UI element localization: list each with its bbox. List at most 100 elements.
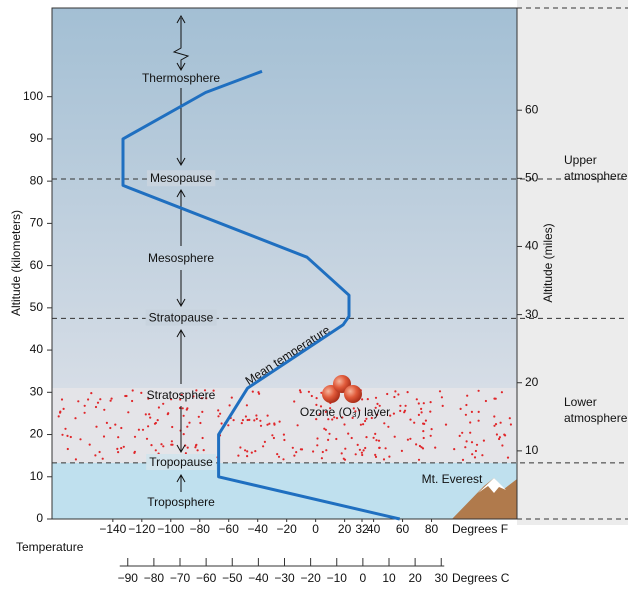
ozone-dot xyxy=(344,448,346,450)
ozone-dot xyxy=(182,407,184,409)
ozone-dot xyxy=(503,434,505,436)
ozone-label: Ozone (O₃) layer xyxy=(300,405,390,419)
ozone-dot xyxy=(478,411,480,413)
ozone-dot xyxy=(460,408,462,410)
layer-label: Troposphere xyxy=(147,495,215,509)
ozone-dot xyxy=(439,390,441,392)
ozone-band xyxy=(52,388,517,463)
ozone-dot xyxy=(399,405,401,407)
ozone-dot xyxy=(393,413,395,415)
x-tick-label: 0 xyxy=(312,522,319,536)
ozone-dot xyxy=(367,398,369,400)
ozone-dot xyxy=(476,444,478,446)
ozone-dot xyxy=(140,392,142,394)
ozone-dot xyxy=(475,450,477,452)
ozone-dot xyxy=(407,439,409,441)
ozone-dot xyxy=(383,422,385,424)
ozone-dot xyxy=(242,419,244,421)
ozone-dot xyxy=(99,398,101,400)
ozone-dot xyxy=(246,455,248,457)
ozone-dot xyxy=(75,458,77,460)
ozone-dot xyxy=(58,415,60,417)
ozone-dot xyxy=(94,454,96,456)
ozone-dot xyxy=(188,422,190,424)
x2-tick-label: −40 xyxy=(248,571,269,585)
ozone-dot xyxy=(132,389,134,391)
ozone-dot xyxy=(221,422,223,424)
ozone-dot xyxy=(117,436,119,438)
ozone-dot xyxy=(415,443,417,445)
x2-unit-label: Degrees C xyxy=(452,571,510,585)
ozone-dot xyxy=(133,452,135,454)
ozone-dot xyxy=(217,409,219,411)
x2-tick-label: 20 xyxy=(408,571,422,585)
x2-tick-label: −50 xyxy=(222,571,243,585)
ozone-dot xyxy=(142,429,144,431)
y-tick-label: 20 xyxy=(30,427,44,441)
ozone-dot xyxy=(461,432,463,434)
ozone-dot xyxy=(254,450,256,452)
region-label: Lower atmosphere xyxy=(564,394,628,426)
ozone-dot xyxy=(187,447,189,449)
ozone-dot xyxy=(109,427,111,429)
ozone-dot xyxy=(355,453,357,455)
ozone-dot xyxy=(150,444,152,446)
ozone-dot xyxy=(465,404,467,406)
reference-label: Tropopause xyxy=(149,455,213,469)
ozone-dot xyxy=(322,451,324,453)
ozone-dot xyxy=(162,445,164,447)
ozone-dot xyxy=(388,456,390,458)
ozone-dot xyxy=(95,426,97,428)
ozone-dot xyxy=(363,449,365,451)
ozone-dot xyxy=(103,435,105,437)
ozone-dot xyxy=(79,438,81,440)
ozone-dot xyxy=(418,459,420,461)
ozone-dot xyxy=(97,402,99,404)
ozone-dot xyxy=(70,436,72,438)
ozone-dot xyxy=(259,420,261,422)
ozone-dot xyxy=(297,424,299,426)
ozone-dot xyxy=(343,423,345,425)
ozone-dot xyxy=(466,440,468,442)
ozone-dot xyxy=(116,448,118,450)
ozone-dot xyxy=(267,415,269,417)
ozone-dot xyxy=(127,411,129,413)
ozone-dot xyxy=(241,422,243,424)
ozone-dot xyxy=(233,419,235,421)
ozone-dot xyxy=(167,413,169,415)
layer-label: Thermosphere xyxy=(142,71,220,85)
x2-tick-label: 30 xyxy=(435,571,449,585)
x-tick-label: 40 xyxy=(367,522,381,536)
y2-tick-label: 60 xyxy=(525,102,539,116)
ozone-dot xyxy=(445,424,447,426)
x-tick-label: 80 xyxy=(425,522,439,536)
ozone-dot xyxy=(84,405,86,407)
ozone-dot xyxy=(441,396,443,398)
ozone-dot xyxy=(155,449,157,451)
ozone-dot xyxy=(271,434,273,436)
ozone-dot xyxy=(311,395,313,397)
ozone-dot xyxy=(394,390,396,392)
ozone-dot xyxy=(434,447,436,449)
ozone-dot xyxy=(316,397,318,399)
ozone-dot xyxy=(276,453,278,455)
ozone-dot xyxy=(347,433,349,435)
ozone-dot xyxy=(343,458,345,460)
ozone-dot xyxy=(316,444,318,446)
ozone-dot xyxy=(87,398,89,400)
ozone-dot xyxy=(464,446,466,448)
y-tick-label: 0 xyxy=(36,511,43,525)
y2-tick-label: 20 xyxy=(525,375,539,389)
ozone-dot xyxy=(485,400,487,402)
x-tick-label: 20 xyxy=(338,522,352,536)
ozone-dot xyxy=(416,398,418,400)
ozone-dot xyxy=(465,414,467,416)
ozone-dot xyxy=(171,444,173,446)
ozone-dot xyxy=(131,400,133,402)
ozone-dot xyxy=(462,459,464,461)
y2-tick-label: 30 xyxy=(525,307,539,321)
ozone-dot xyxy=(429,411,431,413)
x-unit-label: Degrees F xyxy=(452,522,508,536)
ozone-dot xyxy=(201,411,203,413)
ozone-dot xyxy=(431,428,433,430)
